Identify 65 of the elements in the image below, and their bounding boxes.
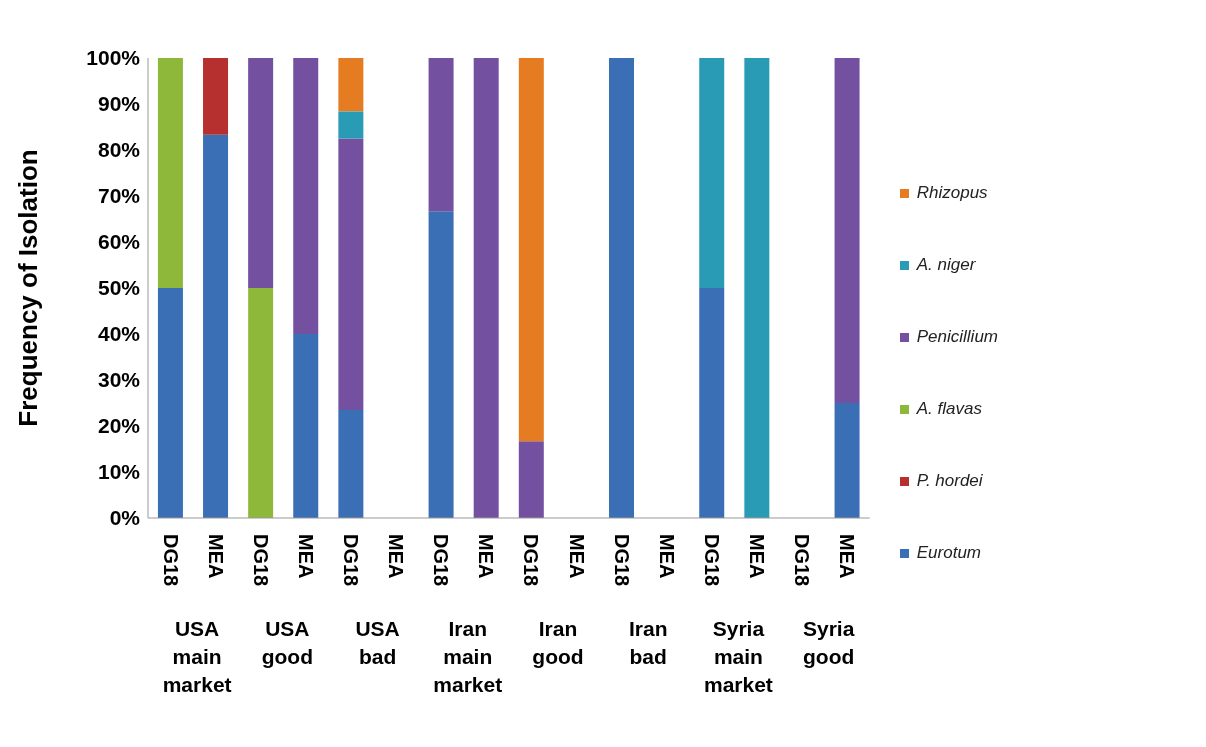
x-tick-label: DG18 (249, 534, 272, 587)
x-tick-label: MEA (655, 534, 678, 579)
bar (293, 334, 319, 518)
text: Syria good (802, 617, 855, 668)
bar (428, 58, 454, 212)
text: Iran main market (433, 617, 503, 696)
x-tick-label: MEA (565, 534, 588, 579)
bar (203, 58, 229, 135)
x-tick-label: DG18 (430, 534, 453, 587)
x-tick-label: MEA (745, 534, 768, 579)
bar (473, 58, 499, 518)
text: Iran good (532, 617, 584, 668)
y-tick-label: 90% (97, 92, 141, 116)
text: USA bad (355, 617, 400, 668)
bar (157, 58, 183, 288)
y-tick-label: 60% (97, 230, 141, 254)
y-axis-title: Frequency of Isolation (13, 149, 44, 427)
x-tick-label: MEA (204, 534, 227, 579)
bar (518, 441, 544, 518)
legend-label: Eurotum (916, 543, 981, 563)
bar (699, 288, 725, 518)
legend-label: A. niger (916, 255, 976, 275)
y-tick-label: 10% (97, 460, 141, 484)
y-tick-label: 0% (109, 506, 141, 530)
bar (338, 111, 364, 139)
y-tick-label: 30% (97, 368, 141, 392)
text: USA main market (162, 617, 232, 696)
x-tick-label: DG18 (791, 534, 814, 587)
bar (248, 58, 274, 288)
y-tick-label: 80% (97, 138, 141, 162)
bar (744, 58, 770, 518)
y-tick-label: 40% (97, 322, 141, 346)
text: Iran bad (628, 617, 668, 668)
bar (834, 403, 860, 518)
y-tick-label: 20% (97, 414, 141, 438)
x-tick-label: MEA (475, 534, 498, 579)
x-tick-label: DG18 (520, 534, 543, 587)
x-tick-label: MEA (294, 534, 317, 579)
bar (699, 58, 725, 288)
bar (248, 288, 274, 518)
y-tick-label: 100% (86, 46, 141, 70)
y-tick-label: 50% (97, 276, 141, 300)
legend-label: Rhizopus (916, 183, 988, 203)
x-tick-label: MEA (836, 534, 859, 579)
bar (609, 58, 635, 518)
bar (428, 211, 454, 518)
text: USA good (261, 617, 313, 668)
x-tick-label: DG18 (700, 534, 723, 587)
x-tick-label: DG18 (339, 534, 362, 587)
bar (338, 409, 364, 518)
bar (834, 58, 860, 403)
legend-label: A. flavas (916, 399, 982, 419)
legend-label: P. hordei (916, 471, 983, 491)
bar (518, 58, 544, 442)
x-tick-label: MEA (385, 534, 408, 579)
bar (338, 138, 364, 410)
bar (293, 58, 319, 334)
bar (157, 288, 183, 518)
y-tick-label: 70% (97, 184, 141, 208)
legend-label: Penicillium (916, 327, 998, 347)
bar (338, 58, 364, 112)
text: Syria main market (703, 617, 773, 696)
bar (203, 134, 229, 518)
x-tick-label: DG18 (610, 534, 633, 587)
x-tick-label: DG18 (159, 534, 182, 587)
